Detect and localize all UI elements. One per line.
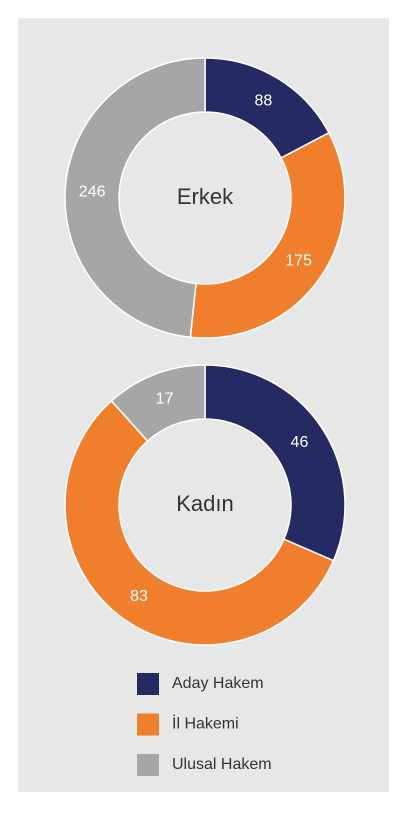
data-label: 88 xyxy=(255,92,273,109)
donut-slice xyxy=(189,131,346,339)
data-label: 46 xyxy=(291,434,309,451)
legend-swatch xyxy=(137,713,159,736)
legend-label: Ulusal Hakem xyxy=(172,756,272,773)
donut-slice xyxy=(64,399,335,646)
donut-title: Kadın xyxy=(176,491,234,516)
donut-slice xyxy=(64,57,206,339)
legend-swatch xyxy=(137,754,159,776)
legend-swatch xyxy=(137,673,159,695)
donut-slice xyxy=(110,364,206,443)
data-label: 17 xyxy=(156,391,174,408)
data-label: 246 xyxy=(79,183,106,200)
data-label: 83 xyxy=(130,588,148,605)
legend-label: İl Hakemi xyxy=(172,714,239,733)
donut-slice xyxy=(204,364,346,562)
donut-title: Erkek xyxy=(177,184,234,209)
data-label: 175 xyxy=(285,253,312,270)
legend-label: Aday Hakem xyxy=(172,675,264,692)
